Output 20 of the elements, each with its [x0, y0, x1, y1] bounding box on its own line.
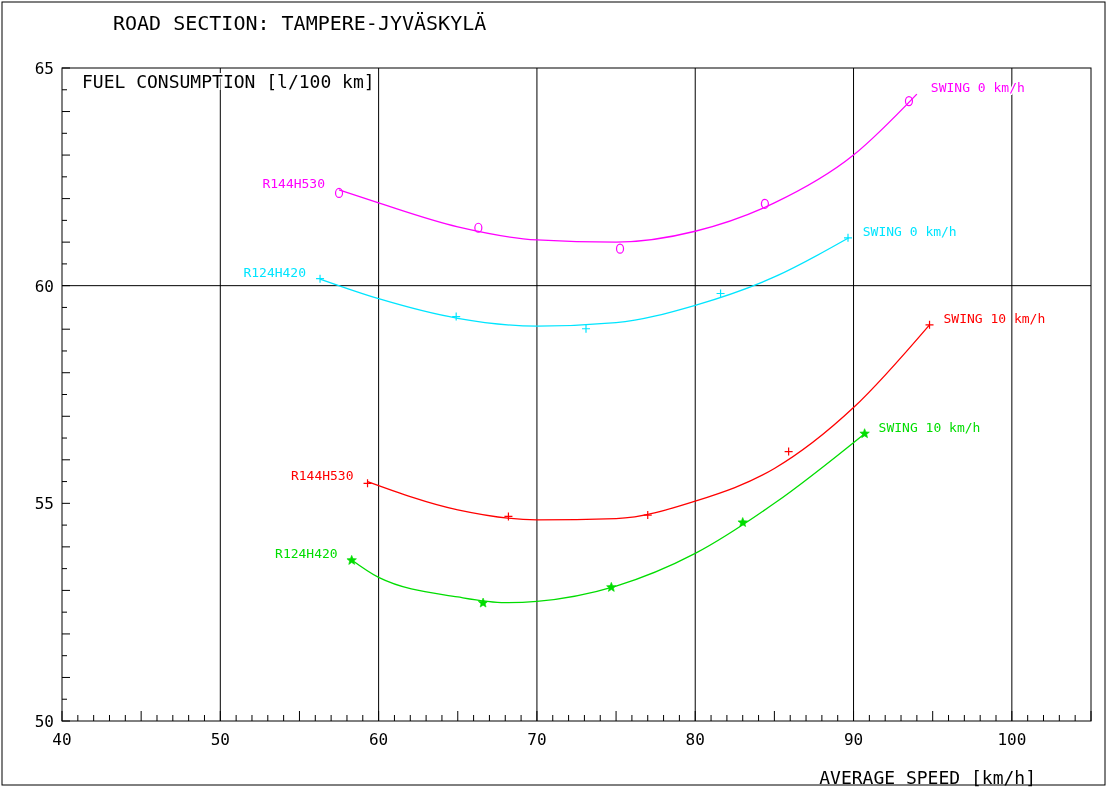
x-axis-title: AVERAGE SPEED [km/h] [819, 767, 1036, 787]
x-tick-label: 90 [843, 730, 864, 749]
annotation: R124H420 [275, 545, 338, 561]
x-tick-label: 60 [368, 730, 389, 749]
x-tick-label: 50 [210, 730, 230, 749]
annotation: SWING 10 km/h [943, 310, 1046, 326]
y-tick-label: 65 [34, 59, 54, 78]
x-tick-label: 100 [997, 730, 1027, 749]
y-tick-label: 50 [34, 712, 54, 731]
y-tick-label: 55 [34, 494, 54, 514]
y-tick-label: 60 [34, 276, 54, 296]
annotation: R124H420 [243, 265, 307, 281]
chart-title: ROAD SECTION: TAMPERE-JYVÄSKYLÄ [113, 11, 487, 35]
x-tick-label: 70 [527, 730, 547, 749]
annotation: SWING 0 km/h [862, 223, 957, 239]
annotation: R144H530 [262, 175, 326, 191]
annotation: SWING 10 km/h [878, 419, 981, 435]
x-tick-label: 40 [52, 730, 72, 749]
x-tick-label: 80 [685, 730, 705, 749]
annotation: R144H530 [290, 467, 354, 483]
